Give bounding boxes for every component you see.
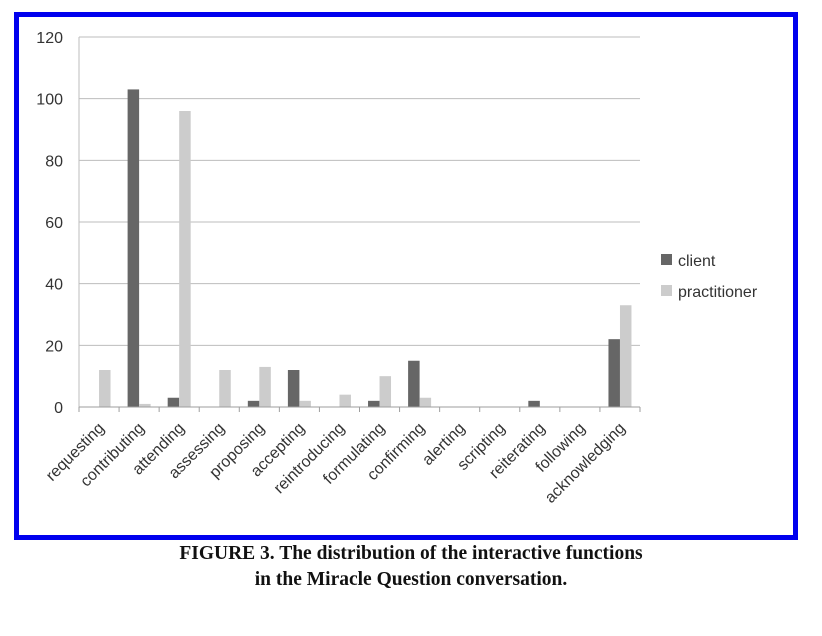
figure-caption: FIGURE 3. The distribution of the intera… bbox=[0, 541, 822, 593]
bar-client-reiterating bbox=[528, 400, 540, 407]
legend-label-practitioner: practitioner bbox=[678, 284, 758, 301]
bar-practitioner-confirming bbox=[419, 397, 432, 407]
y-tick-label: 100 bbox=[36, 92, 63, 109]
figure-frame bbox=[14, 12, 798, 540]
bar-practitioner-reintroducing bbox=[339, 394, 351, 407]
y-tick-label: 20 bbox=[45, 338, 63, 355]
y-axis: 0 20 40 60 80 100 120 bbox=[36, 30, 80, 417]
bar-client-attending bbox=[167, 397, 180, 407]
y-tick-label: 60 bbox=[45, 215, 63, 232]
caption-line-1: FIGURE 3. The distribution of the intera… bbox=[179, 543, 643, 564]
bar-chart: 0 20 40 60 80 100 120 requestingcontributingat… bbox=[36, 30, 758, 507]
bar-practitioner-acknowledging bbox=[619, 305, 632, 407]
bar-practitioner-accepting bbox=[299, 400, 311, 407]
caption-line-2: in the Miracle Question conversation. bbox=[254, 569, 568, 590]
bar-practitioner-formulating bbox=[379, 376, 392, 407]
legend: client practitioner bbox=[661, 253, 758, 301]
bar-practitioner-requesting bbox=[99, 370, 111, 407]
y-tick-label: 120 bbox=[36, 30, 63, 47]
bar-practitioner-contributing bbox=[139, 403, 151, 407]
bar-practitioner-assessing bbox=[219, 370, 231, 407]
bar-client-formulating bbox=[368, 400, 380, 407]
legend-label-client: client bbox=[678, 253, 716, 270]
bar-client-confirming bbox=[408, 360, 420, 407]
bar-client-contributing bbox=[127, 89, 140, 408]
y-tick-label: 80 bbox=[45, 153, 63, 170]
legend-swatch-client bbox=[661, 254, 672, 265]
bar-client-accepting bbox=[287, 370, 300, 407]
bars bbox=[99, 89, 632, 408]
gridlines bbox=[79, 36, 640, 346]
x-axis: requestingcontributingattendingassessing… bbox=[43, 406, 641, 507]
bar-client-proposing bbox=[247, 400, 260, 407]
bar-client-acknowledging bbox=[608, 339, 620, 407]
bar-practitioner-attending bbox=[179, 111, 191, 407]
y-tick-label: 40 bbox=[45, 277, 63, 294]
y-tick-label: 0 bbox=[54, 400, 63, 417]
legend-swatch-practitioner bbox=[661, 285, 672, 296]
bar-practitioner-proposing bbox=[259, 366, 271, 407]
